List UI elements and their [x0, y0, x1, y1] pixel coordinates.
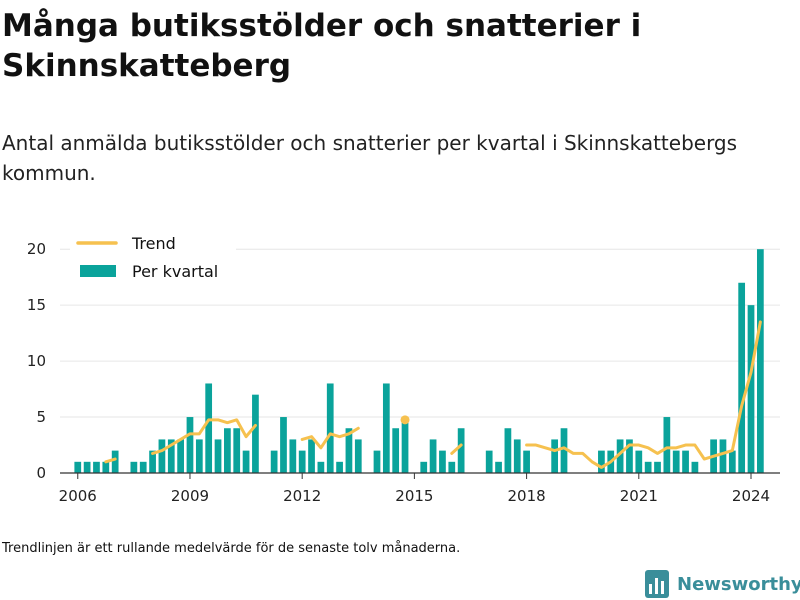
gridlines: 0 5 10 15 20 [27, 240, 780, 482]
bar [373, 450, 381, 473]
bar [392, 428, 400, 473]
trend-line [104, 320, 762, 469]
bar [401, 417, 409, 473]
bar [102, 461, 110, 473]
chart-title: Många butiksstölder och snatterier i Ski… [2, 8, 642, 84]
bar [448, 461, 456, 473]
x-tick-label: 2009 [171, 487, 209, 505]
bar [308, 439, 315, 473]
trend-segment [450, 443, 463, 455]
bar [177, 439, 184, 473]
bar [644, 461, 652, 473]
bar [523, 450, 530, 473]
y-tick-label: 15 [27, 296, 46, 314]
bar [336, 461, 343, 473]
bar [429, 439, 437, 473]
bar [233, 428, 241, 473]
bar [139, 461, 147, 473]
bar [560, 428, 568, 473]
bar [616, 439, 624, 473]
bar [214, 439, 222, 473]
bar [326, 383, 334, 473]
bar [738, 282, 746, 473]
bar [747, 305, 755, 473]
bar [682, 450, 689, 473]
x-tick-label: 2024 [732, 487, 770, 505]
bar [167, 439, 175, 473]
brand-name: Newsworthy [677, 573, 800, 595]
brand[interactable]: Newsworthy [645, 568, 800, 600]
bar [495, 461, 502, 473]
y-tick-label: 5 [36, 408, 46, 426]
footnote: Trendlinjen är ett rullande medelvärde f… [2, 541, 461, 556]
x-tick-label: 2021 [620, 487, 658, 505]
bar [158, 439, 166, 473]
y-tick-label: 10 [27, 352, 46, 370]
trend-segment [151, 418, 257, 455]
bar [186, 417, 194, 473]
bar [635, 450, 643, 473]
bar [457, 428, 465, 473]
bar [130, 461, 138, 473]
bar [626, 439, 633, 473]
bar [382, 383, 390, 473]
trend-segment [300, 426, 360, 450]
bar [551, 439, 559, 473]
trend-segment [104, 457, 117, 464]
bar [354, 439, 362, 473]
bar [663, 417, 671, 473]
legend-label: Trend [131, 234, 176, 253]
legend-bar-swatch [80, 265, 116, 277]
bar [317, 461, 325, 473]
bar [345, 428, 353, 473]
trend-point [400, 415, 410, 425]
bar [728, 450, 736, 473]
bar [83, 461, 91, 473]
bar [252, 394, 259, 473]
bar [598, 450, 605, 473]
bar [195, 439, 203, 473]
bar [672, 450, 680, 473]
bar [224, 428, 231, 473]
bar [504, 428, 512, 473]
x-tick-label: 2012 [283, 487, 321, 505]
x-tick-label: 2015 [395, 487, 433, 505]
trend-segment [525, 320, 762, 469]
bar [654, 461, 661, 473]
bar [691, 461, 699, 473]
bar [280, 417, 287, 473]
bar [719, 439, 727, 473]
bar [74, 461, 82, 473]
bar-chart-logo-icon [645, 570, 669, 598]
x-tick-label: 2006 [59, 487, 97, 505]
bar [111, 450, 119, 473]
chart-subtitle: Antal anmälda butiksstölder och snatteri… [2, 131, 738, 185]
y-tick-label: 20 [27, 240, 46, 258]
bars [74, 249, 764, 473]
bar [513, 439, 521, 473]
bar [270, 450, 278, 473]
bar [289, 439, 297, 473]
legend-label: Per kvartal [132, 262, 218, 281]
bar [242, 450, 250, 473]
bar [439, 450, 446, 473]
bar [485, 450, 493, 473]
bar [205, 383, 213, 473]
bar [149, 450, 156, 473]
x-tick-label: 2018 [508, 487, 546, 505]
legend: Trend Per kvartal [70, 233, 236, 293]
bar [756, 249, 764, 473]
bar-chart: 0 5 10 15 20 2006 2009 2012 2015 2018 2021 2024 Tr… [27, 233, 780, 505]
y-tick-label: 0 [36, 464, 46, 482]
bar [420, 461, 428, 473]
bar [298, 450, 306, 473]
bar [93, 461, 100, 473]
axes: 2006 2009 2012 2015 2018 2021 2024 [59, 472, 780, 505]
